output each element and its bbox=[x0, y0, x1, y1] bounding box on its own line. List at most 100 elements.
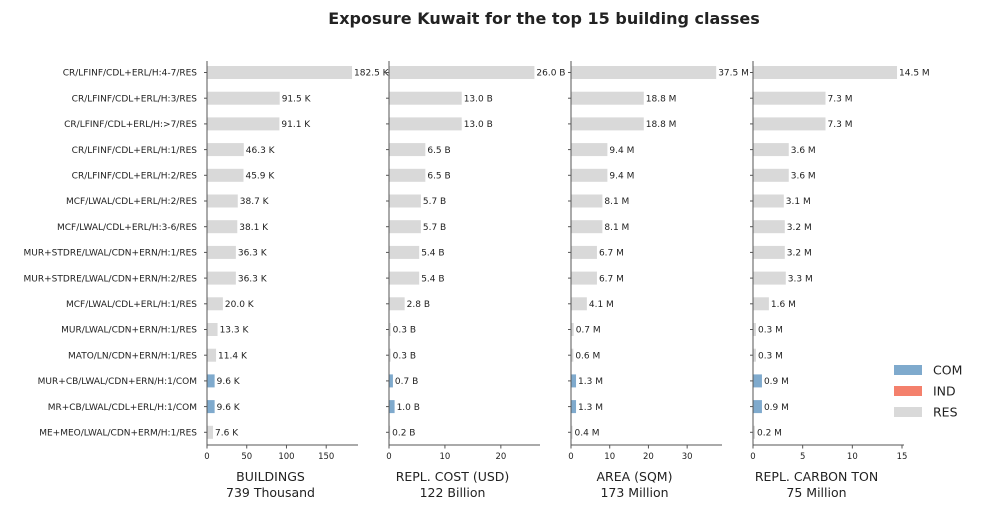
legend-swatch bbox=[894, 407, 922, 417]
bar-value-label: 6.7 M bbox=[599, 274, 624, 284]
bar-value-label: 26.0 B bbox=[536, 69, 565, 79]
x-tick-label: 30 bbox=[682, 452, 693, 462]
bar bbox=[571, 220, 603, 234]
legend-label: COM bbox=[933, 363, 962, 378]
bar bbox=[389, 91, 462, 105]
bar bbox=[571, 323, 574, 336]
bar bbox=[571, 245, 597, 259]
bar bbox=[571, 271, 597, 285]
bar bbox=[207, 425, 214, 439]
bar-value-label: 4.1 M bbox=[589, 300, 614, 310]
bar-value-label: 20.0 K bbox=[225, 300, 255, 310]
x-tick-label: 0 bbox=[386, 452, 391, 462]
bar-value-label: 3.1 M bbox=[786, 197, 811, 207]
category-label: CR/LFINF/CDL+ERL/H:3/RES bbox=[72, 94, 198, 104]
category-label: MUR+STDRE/LWAL/CDN+ERN/H:1/RES bbox=[24, 249, 198, 259]
bar-value-label: 36.3 K bbox=[238, 249, 268, 259]
bar-value-label: 0.7 B bbox=[395, 377, 418, 387]
bar bbox=[207, 271, 236, 285]
bar-value-label: 13.0 B bbox=[464, 94, 493, 104]
bar bbox=[571, 348, 574, 362]
bar bbox=[571, 425, 573, 439]
bar bbox=[389, 297, 405, 311]
bar-value-label: 0.3 B bbox=[393, 351, 416, 361]
bar-value-label: 13.3 K bbox=[220, 326, 250, 336]
bar bbox=[753, 220, 785, 234]
bar bbox=[753, 374, 762, 388]
bar-value-label: 1.3 M bbox=[578, 377, 603, 387]
bar-value-label: 0.3 M bbox=[758, 326, 783, 336]
bar-value-label: 182.5 K bbox=[354, 69, 390, 79]
bar bbox=[389, 425, 391, 439]
legend-swatch bbox=[894, 365, 922, 375]
bar bbox=[389, 220, 421, 234]
bar-value-label: 5.7 B bbox=[423, 197, 446, 207]
bar bbox=[753, 91, 826, 105]
legend-swatch bbox=[894, 386, 922, 396]
bar-value-label: 13.0 B bbox=[464, 120, 493, 130]
bar-value-label: 8.1 M bbox=[604, 197, 629, 207]
bar bbox=[207, 91, 280, 105]
category-label: CR/LFINF/CDL+ERL/H:1/RES bbox=[72, 146, 198, 156]
x-tick-label: 5 bbox=[800, 452, 805, 462]
bar bbox=[571, 168, 608, 182]
category-label: MCF/LWAL/CDL+ERL/H:2/RES bbox=[66, 197, 197, 207]
category-label: MUR+STDRE/LWAL/CDN+ERN/H:2/RES bbox=[24, 274, 198, 284]
bar-value-label: 9.6 K bbox=[217, 403, 241, 413]
bar bbox=[571, 143, 608, 157]
bar bbox=[389, 117, 462, 131]
bar-value-label: 1.3 M bbox=[578, 403, 603, 413]
x-tick-label: 0 bbox=[204, 452, 209, 462]
x-tick-label: 0 bbox=[568, 452, 573, 462]
bar bbox=[753, 348, 756, 362]
bar-value-label: 3.6 M bbox=[791, 146, 816, 156]
category-label: MATO/LN/CDN+ERN/H:1/RES bbox=[68, 351, 197, 361]
panel-2: 26.0 B 13.0 B 13.0 B 6.5 B 6.5 B 5.7 B 5.7 B 5.… bbox=[386, 61, 565, 500]
bar-value-label: 0.2 B bbox=[392, 429, 415, 439]
bar bbox=[571, 400, 577, 414]
bar-value-label: 3.2 M bbox=[787, 223, 812, 233]
bar bbox=[753, 323, 756, 336]
bar-value-label: 14.5 M bbox=[899, 69, 930, 79]
bar bbox=[207, 245, 236, 259]
bar bbox=[207, 220, 238, 234]
bar bbox=[389, 348, 391, 362]
chart-title: Exposure Kuwait for the top 15 building … bbox=[328, 9, 759, 28]
bar-value-label: 0.4 M bbox=[575, 429, 600, 439]
bar-value-label: 8.1 M bbox=[604, 223, 629, 233]
bar-value-label: 7.3 M bbox=[828, 120, 853, 130]
category-label: CR/LFINF/CDL+ERL/H:>7/RES bbox=[64, 120, 197, 130]
bar bbox=[389, 374, 393, 388]
bar-value-label: 6.7 M bbox=[599, 249, 624, 259]
x-tick-label: 15 bbox=[897, 452, 908, 462]
bar-value-label: 11.4 K bbox=[218, 351, 248, 361]
panel-3: 37.5 M 18.8 M 18.8 M 9.4 M 9.4 M 8.1 M 8.1 M 6.… bbox=[568, 61, 749, 500]
category-label: MUR/LWAL/CDN+ERN/H:1/RES bbox=[61, 326, 197, 336]
x-tick-label: 10 bbox=[847, 452, 858, 462]
bar bbox=[571, 91, 644, 105]
bar-value-label: 3.6 M bbox=[791, 172, 816, 182]
bar bbox=[571, 117, 644, 131]
bar-value-label: 38.7 K bbox=[240, 197, 270, 207]
bar bbox=[753, 66, 898, 79]
bar bbox=[753, 117, 826, 131]
category-label: MR+CB/LWAL/CDL+ERL/H:1/COM bbox=[48, 403, 197, 413]
bar bbox=[753, 168, 789, 182]
bar-value-label: 3.2 M bbox=[787, 249, 812, 259]
bar bbox=[389, 168, 426, 182]
category-label: CR/LFINF/CDL+ERL/H:2/RES bbox=[72, 172, 198, 182]
bar-value-label: 1.6 M bbox=[771, 300, 796, 310]
bar-value-label: 9.6 K bbox=[217, 377, 241, 387]
x-axis-label: REPL. COST (USD) bbox=[396, 469, 510, 484]
bar bbox=[207, 297, 223, 311]
chart-legend: COM IND RES bbox=[894, 363, 962, 420]
legend-label: IND bbox=[933, 384, 956, 399]
bar bbox=[753, 297, 769, 311]
bar bbox=[207, 348, 217, 362]
x-tick-label: 10 bbox=[604, 452, 615, 462]
bar bbox=[389, 245, 420, 259]
bar-value-label: 3.3 M bbox=[788, 274, 813, 284]
bar bbox=[389, 323, 391, 336]
panel-1: 182.5 K 91.5 K 91.1 K 46.3 K 45.9 K 38.7 K 38.… bbox=[24, 61, 390, 500]
bar bbox=[389, 66, 535, 79]
